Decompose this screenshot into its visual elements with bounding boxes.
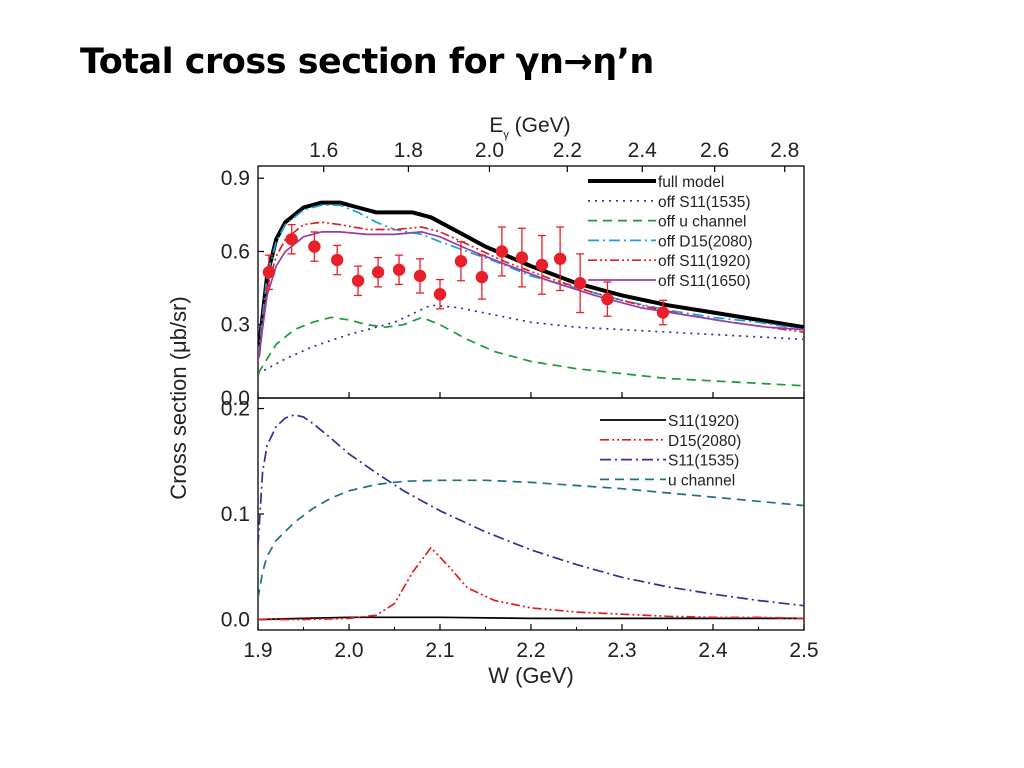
top-legend-label: off S11(1650): [658, 273, 751, 290]
data-point: [392, 263, 406, 276]
top-legend-label: off D15(2080): [658, 233, 753, 250]
top-legend-label: full model: [658, 174, 724, 191]
x-tick-label: 1.9: [243, 639, 272, 662]
data-point: [262, 266, 276, 279]
data-point: [413, 269, 427, 283]
bottom-series-line: [258, 616, 804, 621]
bottom-legend-label: u channel: [668, 472, 735, 489]
data-point: [475, 270, 489, 284]
top-tick-label: 2.6: [700, 139, 729, 162]
data-point: [553, 252, 567, 265]
y-tick-label: 0.0: [221, 387, 250, 410]
data-point: [330, 253, 344, 267]
bottom-series-line: [258, 479, 804, 599]
slide-title: Total cross section for γn→η’n: [80, 42, 654, 82]
top-axis-unit: (GeV): [509, 114, 571, 137]
x-tick-label: 2.3: [607, 639, 636, 662]
top-series-line: [258, 231, 804, 362]
top-tick-label: 2.4: [628, 139, 658, 162]
top-tick-label: 1.6: [309, 139, 338, 162]
top-axis-subscript: γ: [503, 129, 509, 141]
top-tick-label: 2.0: [475, 139, 504, 162]
bottom-legend-label: S11(1535): [668, 453, 739, 470]
x-tick-label: 2.5: [789, 639, 818, 662]
top-series-line: [258, 200, 804, 357]
data-point: [573, 277, 587, 290]
bottom-curves: [258, 414, 804, 621]
top-tick-label: 1.8: [394, 139, 423, 162]
data-point: [371, 266, 385, 279]
data-point: [601, 292, 614, 306]
data-points: [262, 223, 670, 326]
top-tick-label: 2.2: [553, 139, 582, 162]
y-tick-label: 0.6: [221, 240, 250, 263]
data-point: [433, 288, 447, 301]
top-legend-label: off S11(1535): [658, 194, 751, 211]
bottom-legend-label: S11(1920): [668, 413, 739, 430]
x-axis-label: W (GeV): [488, 663, 574, 688]
data-point: [351, 274, 365, 287]
top-legend-label: off u channel: [658, 214, 746, 231]
bottom-series-line: [258, 546, 804, 621]
y-tick-label: 0.1: [221, 503, 250, 526]
data-point: [515, 251, 529, 264]
top-axis-symbol: E: [489, 114, 503, 137]
bottom-legend-label: D15(2080): [668, 433, 741, 450]
y-tick-label: 0.0: [221, 608, 250, 631]
top-series-line: [258, 316, 804, 387]
data-point: [308, 240, 321, 253]
y-tick-label: 0.3: [221, 314, 250, 337]
top-axis-label: Eγ (GeV): [489, 114, 570, 141]
x-tick-label: 2.0: [334, 639, 363, 662]
top-tick-label: 2.8: [770, 139, 799, 162]
data-point: [454, 255, 468, 268]
x-tick-label: 2.1: [425, 639, 454, 662]
top-series-line: [258, 204, 804, 357]
y-tick-label: 0.2: [221, 398, 250, 421]
data-point: [656, 306, 670, 319]
x-tick-label: 2.4: [698, 639, 728, 662]
title-text-end: η’n: [592, 42, 654, 82]
x-tick-label: 2.2: [516, 639, 545, 662]
data-point: [535, 258, 549, 272]
y-axis-label: Cross section (μb/sr): [166, 296, 191, 499]
top-legend-label: off S11(1920): [658, 253, 751, 270]
y-tick-label: 0.9: [221, 167, 250, 190]
data-point: [495, 245, 509, 258]
top-series-line: [258, 304, 804, 375]
title-text: Total cross section for γn: [80, 42, 564, 82]
data-point: [285, 233, 298, 246]
title-arrow: →: [563, 42, 593, 82]
